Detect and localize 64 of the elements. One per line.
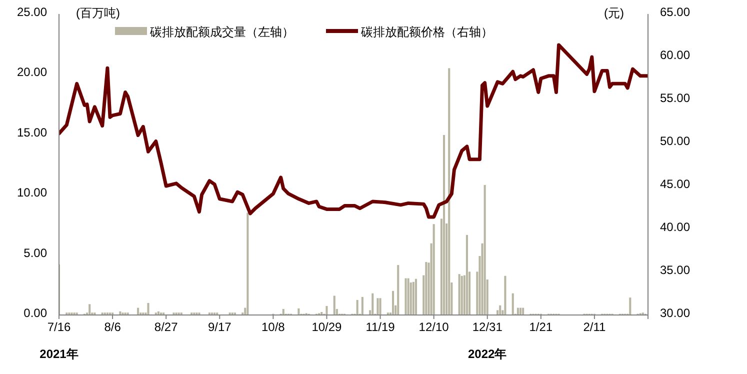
bar: [147, 302, 150, 315]
y-tick-label: 0.00: [24, 306, 48, 320]
x-tick-label: 1/21: [529, 320, 553, 334]
y2-tick-label: 50.00: [660, 134, 690, 148]
bar: [414, 278, 417, 315]
x-tick-label: 9/17: [208, 320, 232, 334]
y2-tick-label: 35.00: [660, 263, 690, 277]
bar: [484, 184, 486, 315]
x-tick-label: 11/19: [366, 320, 396, 334]
bar: [499, 305, 502, 315]
bar: [442, 135, 446, 315]
y2-tick-label: 60.00: [660, 48, 690, 62]
bar: [246, 212, 249, 315]
bar: [410, 282, 412, 315]
y2-tick-label: 30.00: [660, 306, 690, 320]
bar: [504, 276, 506, 315]
x-tick-label: 8/27: [154, 320, 178, 334]
bar: [412, 282, 414, 315]
legend-label: 碳排放配额成交量（左轴）: [149, 25, 294, 39]
bar: [512, 293, 514, 315]
y-tick-label: 15.00: [16, 125, 48, 140]
bar: [466, 234, 468, 315]
y2-axis-title: (元): [604, 6, 624, 20]
legend-label: 碳排放配额价格（右轴）: [360, 25, 493, 39]
x-tick-label: 10/29: [312, 320, 342, 334]
x-tick-label: 8/6: [104, 320, 122, 334]
line-series: [59, 43, 648, 219]
legend-item: 碳排放配额价格（右轴）: [326, 25, 493, 39]
x-tick-label: 2/11: [583, 320, 606, 334]
x-tick-label: 12/31: [472, 320, 503, 334]
x-tick-label: 12/10: [418, 320, 450, 334]
bar: [458, 274, 460, 315]
bar: [448, 68, 450, 315]
y-axis-title: (百万吨): [76, 6, 120, 20]
bar: [333, 296, 336, 315]
bar: [379, 298, 382, 315]
x-tick-label: 10/8: [262, 320, 286, 334]
bar: [376, 298, 379, 315]
legend-item: 碳排放配额成交量（左轴）: [115, 25, 294, 39]
bar: [425, 262, 428, 315]
y2-tick-label: 40.00: [660, 220, 690, 234]
y-tick-label: 20.00: [16, 65, 48, 80]
y2-tick-label: 55.00: [660, 91, 690, 105]
bar: [372, 293, 374, 315]
bar: [392, 290, 394, 315]
bar: [88, 304, 91, 315]
bar: [404, 278, 407, 315]
y2-tick-label: 65.00: [660, 5, 690, 19]
bar: [326, 306, 328, 315]
text: 2021年: [40, 347, 78, 361]
y-tick-label: 5.00: [24, 246, 48, 260]
bar: [356, 300, 358, 315]
bar: [460, 276, 463, 315]
bar: [361, 296, 364, 315]
text: 2022年: [468, 347, 507, 361]
bar: [282, 308, 284, 315]
bar: [397, 265, 400, 315]
y-tick-label: 10.00: [16, 186, 48, 200]
bar: [629, 298, 632, 315]
y-tick-label: 25.00: [16, 5, 48, 19]
x-tick-label: 7/16: [47, 320, 71, 334]
bar: [432, 224, 435, 315]
bar: [407, 278, 410, 315]
y2-tick-label: 45.00: [660, 177, 690, 191]
